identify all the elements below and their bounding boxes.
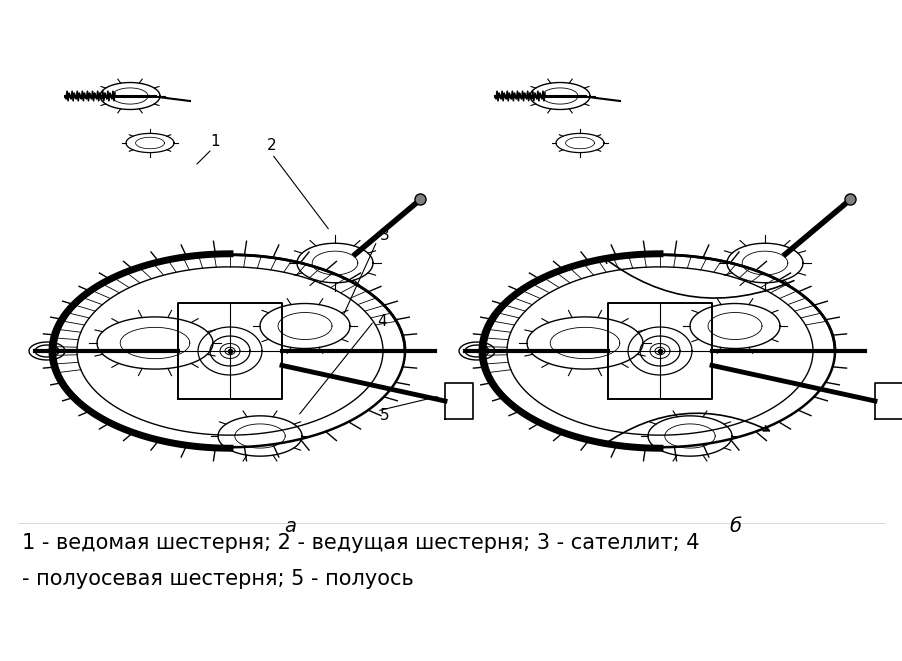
Text: - полуосевая шестерня; 5 - полуось: - полуосевая шестерня; 5 - полуось: [22, 569, 413, 589]
Text: 1: 1: [210, 134, 219, 149]
Text: а: а: [284, 516, 296, 535]
Text: б: б: [728, 516, 741, 535]
Text: 2: 2: [267, 139, 277, 153]
Text: 5: 5: [380, 408, 390, 424]
Text: 4: 4: [377, 313, 386, 329]
Text: 3: 3: [380, 229, 390, 243]
Text: 1 - ведомая шестерня; 2 - ведущая шестерня; 3 - сателлит; 4: 1 - ведомая шестерня; 2 - ведущая шестер…: [22, 533, 699, 553]
